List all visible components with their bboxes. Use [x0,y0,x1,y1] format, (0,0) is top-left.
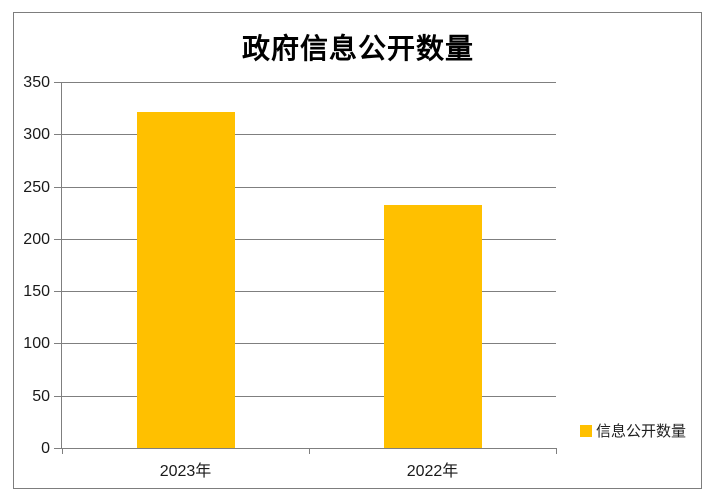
y-axis-tick [54,395,61,397]
legend-label: 信息公开数量 [596,424,687,440]
x-axis-tick-label: 2023年 [159,463,212,480]
legend: 信息公开数量 [580,420,686,441]
y-axis-tick [54,238,61,240]
y-axis-tick-label: 250 [23,178,50,196]
bar [136,112,235,448]
chart-title: 政府信息公开数量 [241,34,474,65]
y-axis-tick [54,291,61,293]
gridline [62,291,556,293]
x-axis-tick [62,448,63,454]
gridline [62,82,556,83]
y-axis-tick [54,134,61,136]
y-axis-tick [54,343,61,345]
y-axis-tick-label: 350 [23,74,50,91]
y-axis-tick-label: 0 [41,440,50,457]
gridline [62,134,556,136]
gridline [62,343,556,345]
gridline [62,395,556,397]
x-axis-tick [309,448,310,454]
gridline [62,238,556,240]
y-axis-tick-label: 300 [23,126,50,144]
y-axis-tick [54,186,61,188]
y-axis-tick-label: 50 [32,387,50,405]
bar [383,205,482,448]
y-axis-tick-label: 100 [23,335,50,353]
y-axis-tick [54,448,61,449]
x-axis-tick-label: 2022年 [406,463,459,480]
y-axis-tick-label: 150 [23,283,50,301]
y-axis-tick [54,82,61,83]
x-axis-tick [556,448,557,454]
y-axis-line [61,82,62,449]
plot-area: 0 50 100 150 200 250 300 350 2023年 2022年 [23,74,557,480]
chart-border [13,12,702,489]
legend-swatch-icon [580,424,592,437]
gridline [62,186,556,188]
y-axis-tick-label: 200 [23,230,50,248]
